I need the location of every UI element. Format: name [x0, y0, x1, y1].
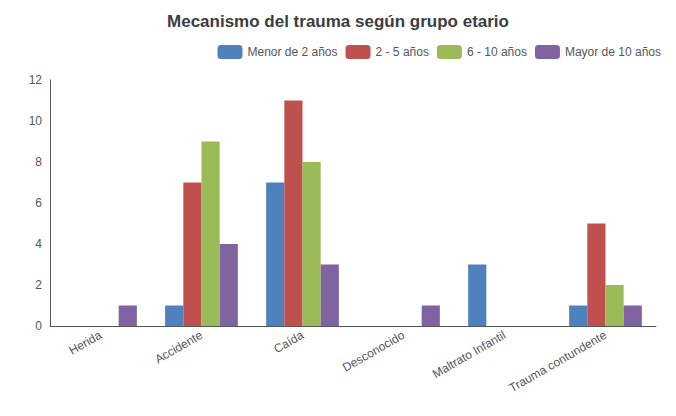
- svg-text:0: 0: [35, 319, 42, 333]
- svg-text:Caída: Caída: [271, 328, 306, 356]
- svg-text:Menor de 2 años: Menor de 2 años: [247, 45, 337, 59]
- svg-text:Desconocido: Desconocido: [340, 328, 407, 375]
- svg-text:2: 2: [35, 278, 42, 292]
- svg-text:8: 8: [35, 155, 42, 169]
- svg-text:Herida: Herida: [66, 328, 104, 358]
- svg-text:Accidente: Accidente: [152, 328, 205, 367]
- svg-text:Maltrato Infantil: Maltrato Infantil: [430, 328, 508, 381]
- svg-text:6: 6: [35, 196, 42, 210]
- svg-text:Mayor de 10 años: Mayor de 10 años: [565, 45, 661, 59]
- svg-text:Trauma contundente: Trauma contundente: [507, 328, 610, 395]
- svg-text:Mecanismo del trauma según gru: Mecanismo del trauma según grupo etario: [167, 12, 509, 31]
- svg-text:6 - 10 años: 6 - 10 años: [467, 45, 527, 59]
- svg-text:4: 4: [35, 237, 42, 251]
- svg-text:12: 12: [29, 73, 43, 87]
- svg-text:10: 10: [29, 114, 43, 128]
- svg-text:2 - 5 años: 2 - 5 años: [376, 45, 429, 59]
